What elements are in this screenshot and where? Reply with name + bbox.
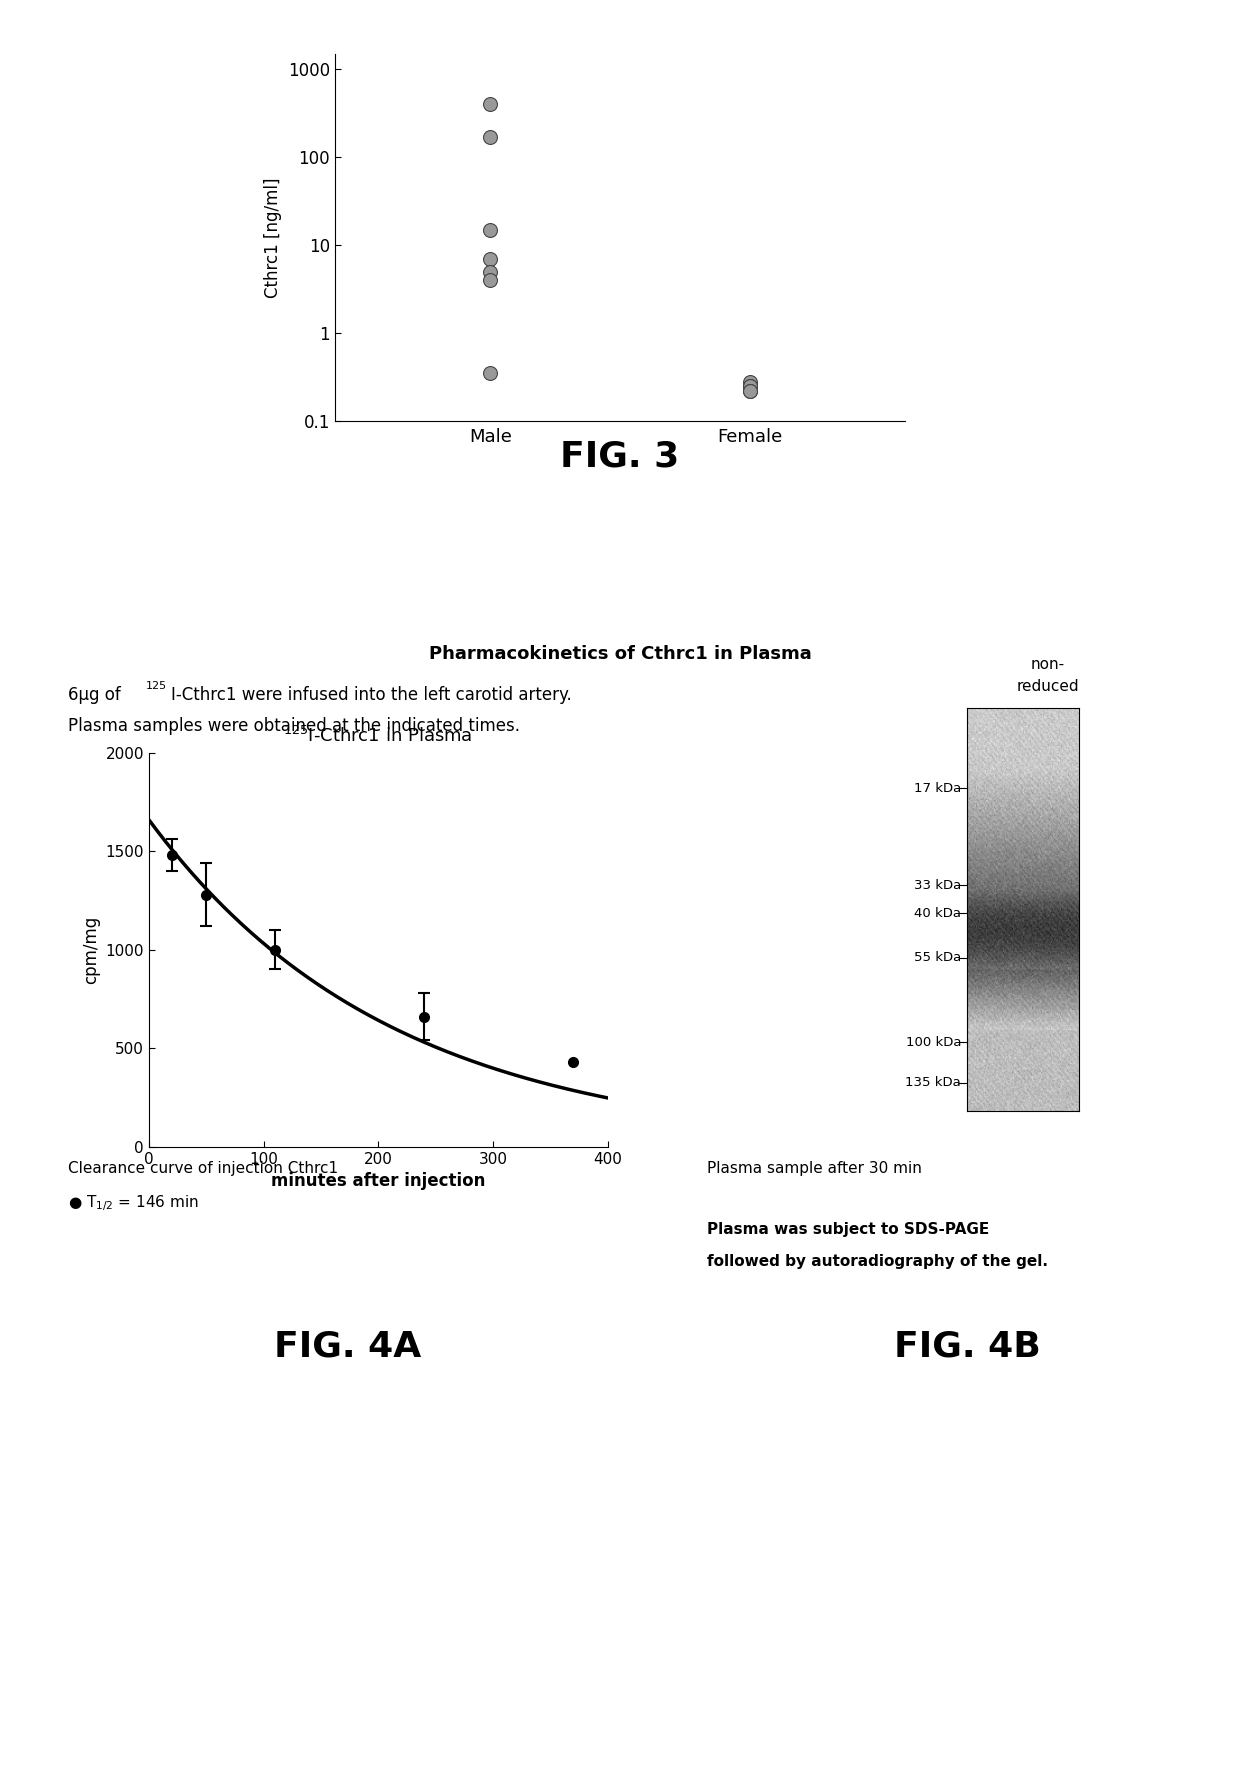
Text: 125: 125 <box>146 681 167 692</box>
Text: non-: non- <box>1030 658 1065 672</box>
Title: $^{125}$I-Cthrc1 in Plasma: $^{125}$I-Cthrc1 in Plasma <box>284 726 472 745</box>
Text: Plasma samples were obtained at the indicated times.: Plasma samples were obtained at the indi… <box>68 717 521 735</box>
X-axis label: minutes after injection: minutes after injection <box>272 1172 485 1190</box>
Text: FIG. 4A: FIG. 4A <box>274 1330 420 1364</box>
Text: 6μg of: 6μg of <box>68 686 126 704</box>
Text: 17 kDa: 17 kDa <box>914 781 961 796</box>
Text: FIG. 3: FIG. 3 <box>560 439 680 473</box>
Text: Clearance curve of injection Cthrc1: Clearance curve of injection Cthrc1 <box>68 1161 339 1176</box>
Text: Pharmacokinetics of Cthrc1 in Plasma: Pharmacokinetics of Cthrc1 in Plasma <box>429 645 811 663</box>
Text: 135 kDa: 135 kDa <box>905 1077 961 1090</box>
Text: reduced: reduced <box>1017 679 1079 694</box>
Text: followed by autoradiography of the gel.: followed by autoradiography of the gel. <box>707 1254 1048 1269</box>
Text: 33 kDa: 33 kDa <box>914 878 961 892</box>
Text: Plasma was subject to SDS-PAGE: Plasma was subject to SDS-PAGE <box>707 1222 990 1236</box>
Text: 55 kDa: 55 kDa <box>914 952 961 964</box>
Text: Plasma sample after 30 min: Plasma sample after 30 min <box>707 1161 921 1176</box>
Text: FIG. 4B: FIG. 4B <box>894 1330 1040 1364</box>
Text: 40 kDa: 40 kDa <box>914 907 961 919</box>
Text: ● T$_{1/2}$ = 146 min: ● T$_{1/2}$ = 146 min <box>68 1193 198 1213</box>
Y-axis label: Cthrc1 [ng/ml]: Cthrc1 [ng/ml] <box>264 177 283 297</box>
Text: I-Cthrc1 were infused into the left carotid artery.: I-Cthrc1 were infused into the left caro… <box>171 686 572 704</box>
Y-axis label: cpm/mg: cpm/mg <box>82 916 100 984</box>
Text: 100 kDa: 100 kDa <box>905 1036 961 1048</box>
